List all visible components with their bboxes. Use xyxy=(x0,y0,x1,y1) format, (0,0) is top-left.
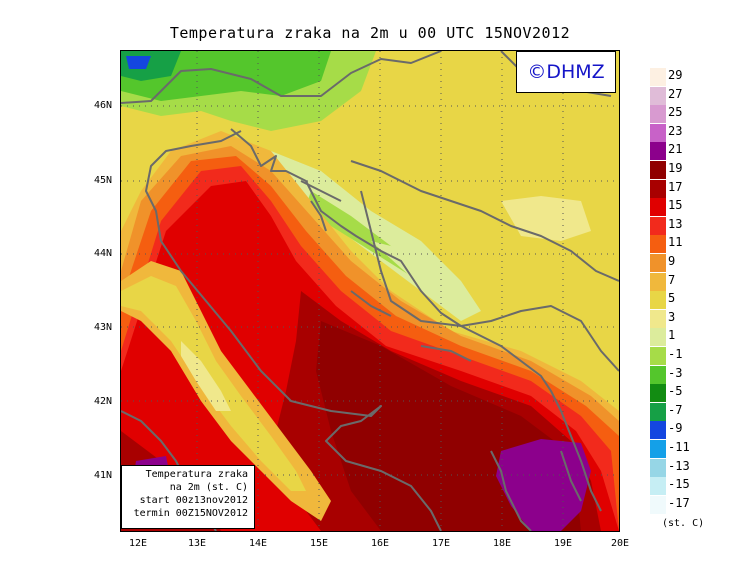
legend-label: 9 xyxy=(668,254,676,268)
info-line-1: Temperatura zraka xyxy=(145,469,248,480)
legend-swatch xyxy=(650,216,666,235)
lat-label-46n: 46N xyxy=(93,100,112,111)
legend-label: -9 xyxy=(668,421,683,436)
legend-label: 27 xyxy=(668,86,683,101)
legend-swatch xyxy=(650,254,666,272)
legend-swatch xyxy=(650,402,666,421)
legend-label: 21 xyxy=(668,142,683,157)
legend-label: 5 xyxy=(668,291,676,306)
legend-swatch xyxy=(650,105,666,124)
legend-swatch xyxy=(650,384,666,403)
legend-label: 19 xyxy=(668,161,683,175)
temperature-map xyxy=(120,50,620,532)
lon-label-20e: 20E xyxy=(610,538,630,549)
legend-swatch xyxy=(650,309,666,328)
lat-label-44n: 44N xyxy=(93,248,112,259)
lon-label-17e: 17E xyxy=(431,538,451,549)
legend-swatch xyxy=(650,495,666,514)
legend-swatch xyxy=(650,161,666,179)
island-dugi xyxy=(350,290,392,317)
montenegro-border xyxy=(460,305,619,372)
legend-swatch xyxy=(650,477,666,496)
temperature-zone-3-apennines xyxy=(181,341,231,411)
legend-label: 25 xyxy=(668,105,683,120)
legend-label: -17 xyxy=(668,495,690,510)
legend-swatch xyxy=(650,328,666,347)
legend-label: 1 xyxy=(668,328,676,343)
legend-label: 3 xyxy=(668,309,676,324)
bosnia-border xyxy=(360,190,462,327)
legend-swatch xyxy=(650,68,666,86)
lat-label-42n: 42N xyxy=(93,396,112,407)
info-box: Temperatura zraka na 2m (st. C) start 00… xyxy=(121,465,255,529)
legend-swatch xyxy=(650,458,666,477)
dhmz-logo: ©DHMZ xyxy=(516,51,616,93)
legend-swatch xyxy=(650,198,666,217)
lon-label-19e: 19E xyxy=(553,538,573,549)
legend-label: 7 xyxy=(668,272,676,287)
lon-label-14e: 14E xyxy=(248,538,268,549)
legend-swatch xyxy=(650,421,666,440)
legend-label: -11 xyxy=(668,440,690,454)
lon-label-15e: 15E xyxy=(309,538,329,549)
legend-swatch xyxy=(650,235,666,254)
lat-label-43n: 43N xyxy=(93,322,112,333)
albania-border xyxy=(560,450,582,502)
alps-border xyxy=(121,51,442,104)
legend-label: 17 xyxy=(668,179,683,194)
lon-label-16e: 16E xyxy=(370,538,390,549)
croatia-coast xyxy=(230,128,602,512)
legend-swatch xyxy=(650,365,666,384)
legend-label: -15 xyxy=(668,477,690,492)
lat-label-41n: 41N xyxy=(93,470,112,481)
legend-swatch xyxy=(650,179,666,198)
lon-label-13e: 13E xyxy=(187,538,207,549)
lon-label-12e: 12E xyxy=(128,538,148,549)
legend-label: -13 xyxy=(668,458,690,473)
legend-swatch xyxy=(650,347,666,365)
legend-label: 13 xyxy=(668,216,683,231)
legend-swatch xyxy=(650,440,666,458)
legend-label: 11 xyxy=(668,235,683,250)
legend-label: -7 xyxy=(668,402,683,417)
legend-swatch xyxy=(650,291,666,310)
island-brac xyxy=(420,345,472,362)
temperature-zone-1-central xyxy=(371,241,441,286)
legend-swatch xyxy=(650,86,666,105)
info-line-4: termin 00Z15NOV2012 xyxy=(133,508,248,519)
legend-swatch xyxy=(650,142,666,161)
legend-unit: (st. C) xyxy=(662,518,705,529)
info-line-3: start 00z13nov2012 xyxy=(139,495,248,506)
legend-label: -1 xyxy=(668,347,683,361)
temperature-zone-21-albania xyxy=(496,439,591,531)
albania-coast xyxy=(490,450,532,531)
legend-swatch xyxy=(650,272,666,291)
legend-label: 15 xyxy=(668,198,683,213)
italy-adriatic-coast xyxy=(145,130,442,531)
legend-label: 29 xyxy=(668,68,683,82)
island-krk xyxy=(310,200,327,232)
lat-label-45n: 45N xyxy=(93,175,112,186)
legend-label: -3 xyxy=(668,365,683,380)
temperature-field xyxy=(121,51,619,531)
legend-label: 23 xyxy=(668,123,683,138)
coastlines xyxy=(121,51,619,531)
info-line-2: na 2m (st. C) xyxy=(169,482,248,493)
map-title: Temperatura zraka na 2m u 00 UTC 15NOV20… xyxy=(169,24,571,42)
legend-label: -5 xyxy=(668,384,683,399)
croatia-inland-border xyxy=(350,160,619,282)
temperature-zone-minus9 xyxy=(126,56,151,69)
lon-label-18e: 18E xyxy=(492,538,512,549)
legend-swatch xyxy=(650,123,666,142)
istria-border xyxy=(300,180,342,202)
